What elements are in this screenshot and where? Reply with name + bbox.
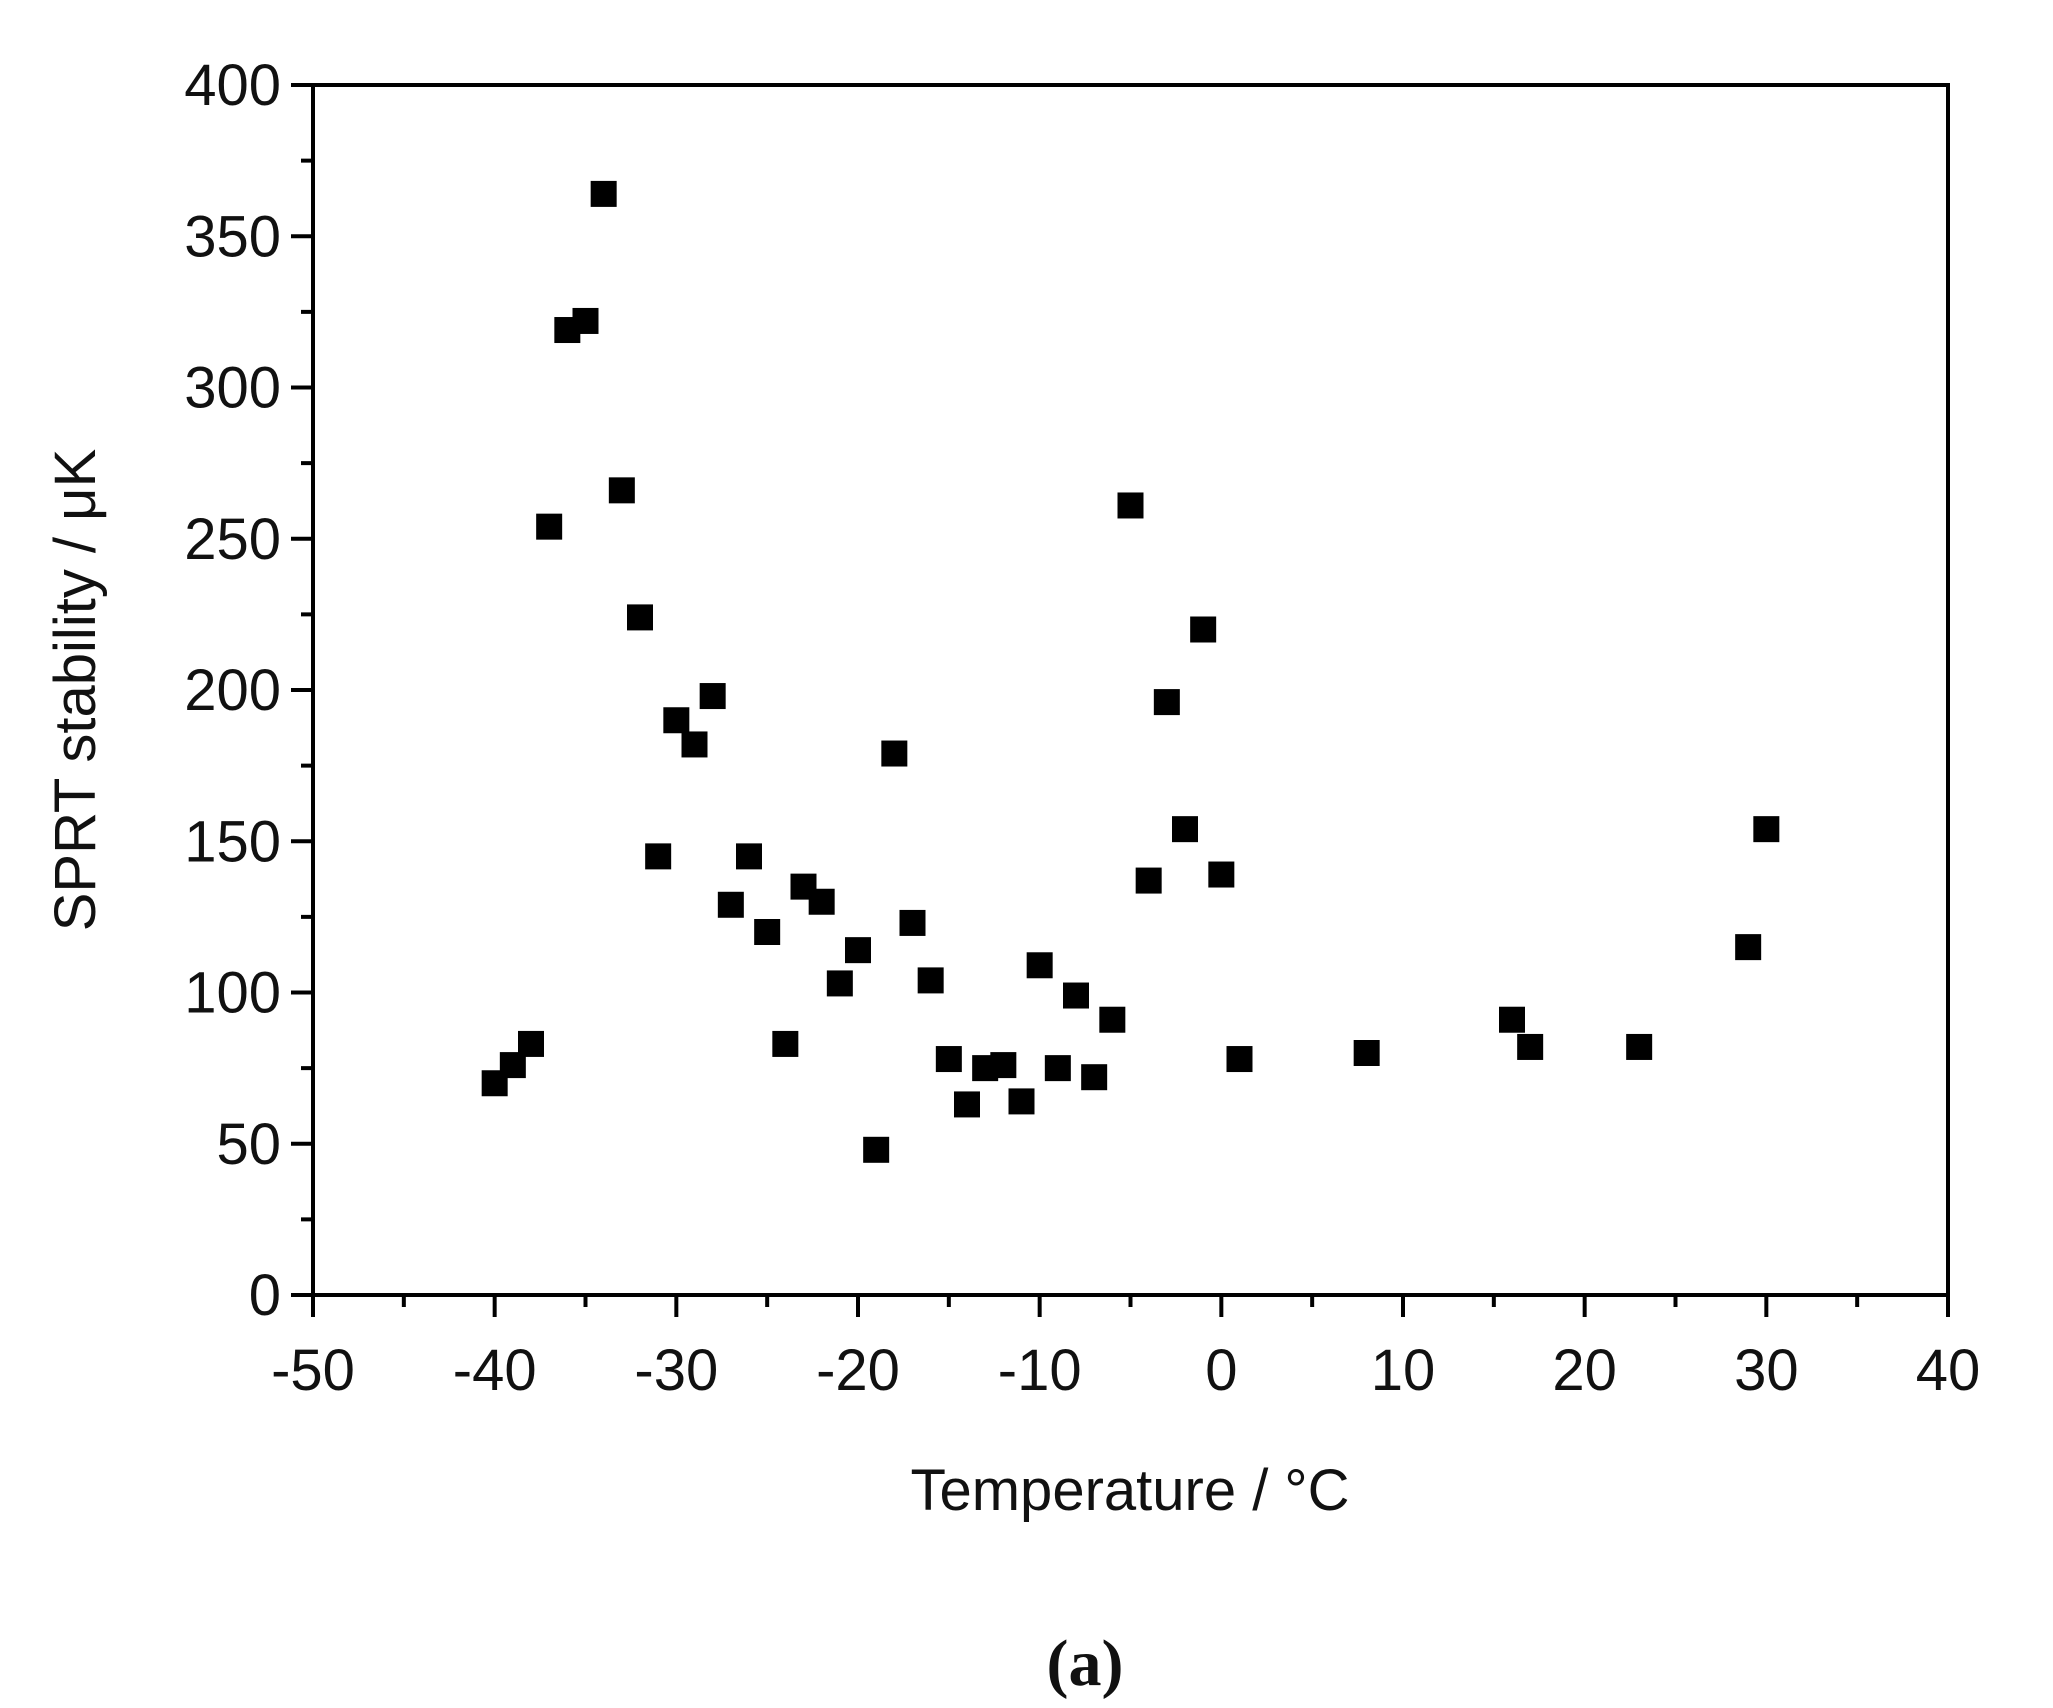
data-point [772,1030,799,1057]
data-point [1208,861,1235,888]
data-point [1753,816,1780,843]
y-axis-title: SPRT stability / μK [43,448,108,931]
x-tick-label: -50 [271,1338,355,1403]
data-point [572,307,599,334]
data-point [518,1030,544,1057]
data-point [1190,616,1217,643]
data-points [481,180,1780,1163]
x-tick-label: -10 [998,1338,1082,1403]
data-point [899,909,926,936]
data-point [1626,1033,1653,1060]
y-tick-label: 100 [184,961,281,1026]
y-tick-label: 250 [184,507,281,572]
panel-label: (a) [1047,1627,1124,1700]
y-tick-label: 400 [184,53,281,118]
x-tick-label: 10 [1371,1338,1436,1403]
plot-area-frame [311,83,1950,1297]
data-point [1117,492,1144,519]
data-point [1135,867,1162,894]
data-point [1226,1046,1253,1073]
data-point [881,740,908,767]
x-tick-label: 0 [1205,1338,1237,1403]
y-tick-label: 300 [184,356,281,421]
data-point [1353,1040,1380,1066]
x-tick-label: 30 [1734,1338,1799,1403]
data-point [1517,1033,1544,1060]
data-point [699,683,726,710]
data-point [1081,1064,1108,1091]
data-point [536,513,563,540]
x-axis-ticks: -50 -40 -30 -20 -10 0 10 20 30 40 [271,1295,1980,1403]
data-point [935,1046,962,1073]
x-tick-label: 20 [1552,1338,1617,1403]
data-point [1008,1088,1035,1115]
x-tick-label: -40 [453,1338,537,1403]
y-tick-label: 50 [216,1112,281,1177]
data-point [826,970,853,997]
data-point [590,180,617,207]
data-point [681,731,708,758]
x-tick-label: 40 [1916,1338,1981,1403]
data-point [717,891,744,918]
x-tick-label: -20 [816,1338,900,1403]
data-point [754,919,781,945]
data-point [990,1052,1017,1079]
data-point [1026,952,1053,979]
y-tick-label: 0 [249,1263,281,1328]
data-point [736,843,762,870]
y-tick-label: 350 [184,204,281,269]
data-point [1153,689,1180,716]
data-point [1099,1006,1126,1033]
data-point [1172,816,1198,843]
x-axis-title: Temperature / °C [910,1458,1349,1523]
data-point [863,1136,890,1163]
y-tick-label: 150 [184,809,281,874]
data-point [1735,934,1762,961]
data-point [808,888,835,915]
data-point [645,843,672,870]
data-point [1499,1006,1525,1033]
y-axis-ticks: 0 50 100 150 200 250 300 350 400 [184,53,313,1328]
data-point [1063,982,1089,1009]
data-point [917,967,944,994]
data-point [608,477,635,504]
data-point [663,707,690,734]
x-tick-label: -30 [634,1338,718,1403]
data-point [1044,1055,1071,1082]
y-tick-label: 200 [184,658,281,723]
data-point [845,937,871,964]
data-point [627,604,653,631]
data-point [954,1091,980,1118]
